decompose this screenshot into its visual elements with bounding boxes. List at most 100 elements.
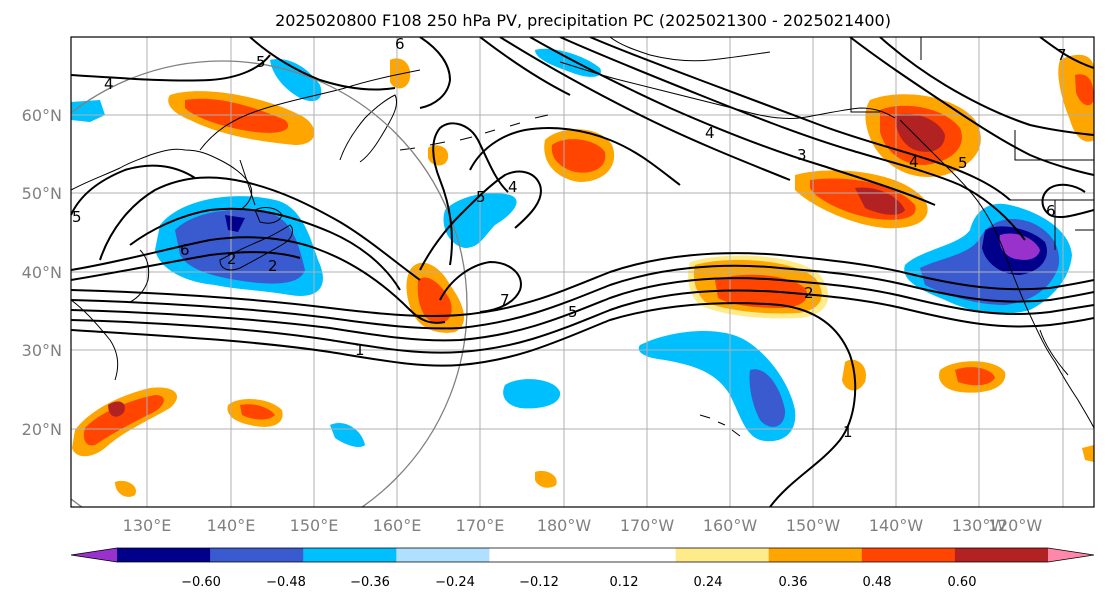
contour-label: 2 — [268, 257, 278, 275]
lon-label: 120°W — [988, 516, 1043, 535]
pv-contour-26 — [1039, 37, 1094, 69]
lat-label: 50°N — [22, 184, 62, 203]
lon-label: 130°W — [952, 516, 1007, 535]
coast-baja — [1039, 329, 1069, 376]
contour-label: 5 — [958, 154, 968, 172]
precip-blob-hawaii-core — [749, 369, 786, 427]
pv-contour-23 — [849, 37, 1094, 176]
contour-label: 2 — [804, 284, 814, 302]
pv-contour-19 — [479, 37, 571, 96]
colorbar-segment — [768, 548, 863, 562]
colorbar — [70, 547, 1095, 563]
pv-contour-6 — [71, 251, 301, 281]
contour-label: 7 — [1057, 46, 1067, 64]
precip-blob-hawaii-outer — [638, 330, 796, 442]
map-frame — [70, 36, 1095, 508]
pv-contour-11 — [439, 260, 522, 313]
pv-contour-22 — [249, 37, 396, 91]
pv-contour-14 — [469, 127, 681, 186]
contour-label: 5 — [476, 188, 486, 206]
contour-label: 4 — [508, 178, 518, 196]
contour-label: 5 — [72, 208, 82, 226]
colorbar-segment — [117, 548, 211, 562]
precip-blob-130w-sub-core — [955, 367, 995, 386]
lon-label: 170°E — [456, 516, 505, 535]
pv-contour-16 — [559, 37, 1026, 241]
coast-kamchatka — [339, 94, 398, 163]
coast-hawaii — [699, 414, 741, 437]
contour-label: 6 — [395, 35, 405, 53]
pv-contour-5 — [71, 252, 1094, 318]
precip-blob-165e-core — [417, 277, 452, 324]
colorbar-tick-label: 0.60 — [948, 575, 977, 590]
lon-label: 130°E — [123, 516, 172, 535]
precip-blob-west-edge — [71, 100, 105, 122]
colorbar-segment — [303, 548, 397, 562]
colorbar-tick-label: 0.12 — [610, 575, 639, 590]
lon-label: 140°W — [869, 516, 924, 535]
reference-circle — [71, 60, 468, 507]
contour-label: 5 — [568, 303, 578, 321]
contour-label: 6 — [180, 241, 190, 259]
pv-contour-24 — [879, 37, 1094, 136]
contour-label: 7 — [500, 291, 510, 309]
colorbar-segment — [675, 548, 770, 562]
lat-label: 20°N — [22, 420, 62, 439]
lon-label: 160°E — [373, 516, 422, 535]
precip-blob-philippine-sea-core — [83, 395, 164, 446]
colorbar-labels: −0.60 −0.48 −0.36 −0.24 −0.12 0.12 0.24 … — [181, 575, 976, 590]
political-borders — [850, 37, 1094, 250]
colorbar-segment — [489, 548, 583, 562]
colorbar-segment — [210, 548, 304, 562]
lon-label: 150°E — [290, 516, 339, 535]
coast-asia-east — [71, 148, 253, 211]
pv-contour-9 — [99, 176, 421, 281]
coast-alaska-north — [609, 37, 771, 62]
colorbar-tick-label: −0.24 — [435, 575, 475, 590]
lat-label: 30°N — [22, 341, 62, 360]
precip-blob-east-siberia — [390, 58, 411, 89]
precip-blob-140w-deep — [855, 187, 905, 215]
precip-blob-california-deep — [999, 233, 1040, 260]
pv-contour-7 — [71, 236, 446, 324]
colorbar-tick-label: −0.36 — [350, 575, 390, 590]
precip-blob-120w-small — [1082, 445, 1094, 462]
colorbar-segment — [861, 548, 956, 562]
colorbar-tick-label: 0.36 — [779, 575, 808, 590]
latitude-labels: 60°N 50°N 40°N 30°N 20°N — [22, 106, 62, 439]
precip-blob-japan-mid — [175, 210, 305, 284]
coast-korea — [129, 249, 150, 303]
colorbar-extend-min — [71, 548, 117, 562]
contour-label: 1 — [843, 423, 853, 441]
contour-label: 3 — [797, 146, 807, 164]
colorbar-tick-label: −0.60 — [181, 575, 221, 590]
precipitation-shading — [71, 48, 1094, 497]
colorbar-tick-label: −0.12 — [519, 575, 559, 590]
precip-blob-175w-pos-core — [551, 139, 606, 173]
precip-blob-philippine-sea-deep — [108, 401, 125, 417]
pv-contour-3 — [71, 277, 1094, 342]
coast-asia-north — [199, 69, 421, 151]
precip-blob-ne-corner-core — [1075, 74, 1094, 106]
pv-contour-10 — [71, 164, 196, 216]
pv-contour-18 — [499, 37, 791, 181]
precip-blob-175w-small — [503, 379, 561, 409]
pv-contour-13 — [432, 122, 509, 266]
coast-japan-honshu — [219, 224, 293, 271]
colorbar-tick-label: 0.24 — [694, 575, 723, 590]
lat-label: 60°N — [22, 106, 62, 125]
precip-blob-japan-core — [225, 215, 245, 232]
pv-contour-4 — [71, 264, 1094, 330]
pv-contour-8 — [129, 207, 401, 291]
lat-label: 40°N — [22, 263, 62, 282]
precip-blob-130e-small — [115, 480, 136, 497]
lon-label: 150°W — [786, 516, 841, 535]
colorbar-segment — [582, 548, 677, 562]
pv-contour-25 — [1041, 183, 1094, 219]
graticule — [71, 37, 1094, 507]
contour-label: 4 — [909, 153, 919, 171]
contour-labels: 4 5 6 5 4 3 2 6 2 1 5 7 5 2 1 4 7 6 4 5 — [72, 35, 1067, 441]
lon-label: 180°W — [537, 516, 592, 535]
precip-blob-okhotsk-core — [185, 98, 289, 133]
